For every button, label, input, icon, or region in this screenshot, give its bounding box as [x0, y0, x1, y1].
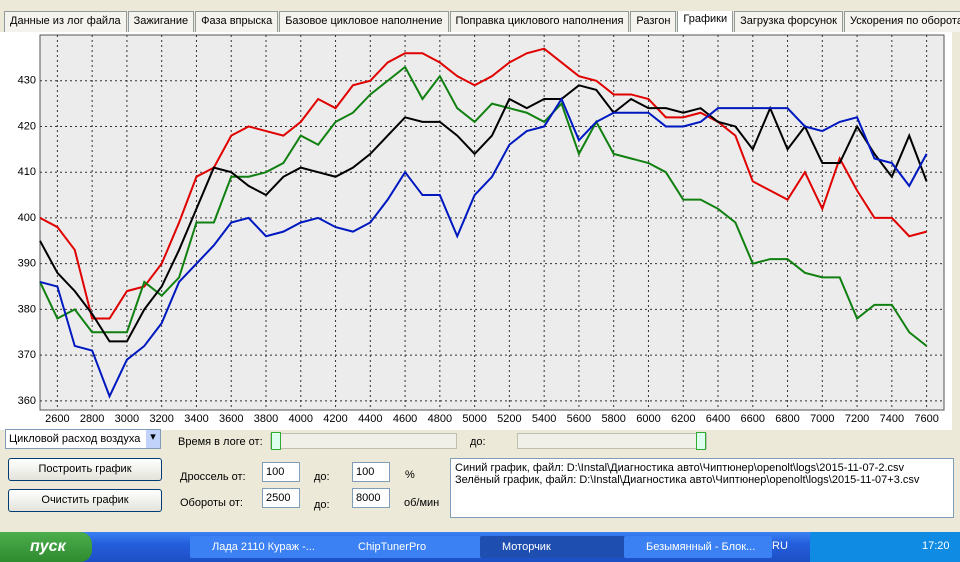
- time-to-label: до:: [470, 436, 486, 448]
- series-line: [39, 47, 927, 320]
- x-tick-label: 4800: [428, 413, 452, 425]
- x-tick-label: 4000: [289, 413, 313, 425]
- tab[interactable]: Загрузка форсунок: [734, 11, 843, 32]
- x-tick-label: 6400: [706, 413, 730, 425]
- tab[interactable]: Данные из лог файла: [4, 11, 127, 32]
- task-button[interactable]: Безымянный - Блок...: [624, 536, 772, 558]
- series-line: [39, 65, 928, 347]
- throttle-to-input[interactable]: 100: [352, 462, 390, 482]
- x-tick-label: 4400: [358, 413, 382, 425]
- clear-button[interactable]: Очистить график: [8, 489, 162, 512]
- y-tick-label: 430: [18, 75, 36, 87]
- rpm-to-label: до:: [314, 499, 330, 511]
- build-button[interactable]: Построить график: [8, 458, 162, 481]
- tab[interactable]: Разгон: [630, 11, 677, 32]
- slider-from[interactable]: [270, 432, 457, 450]
- rpm-to-input[interactable]: 8000: [352, 488, 390, 508]
- tray: 17:20: [810, 532, 960, 562]
- x-tick-label: 5200: [497, 413, 521, 425]
- start-button[interactable]: пуск: [0, 532, 92, 562]
- x-tick-label: 5800: [601, 413, 625, 425]
- rpm-unit: об/мин: [404, 497, 440, 509]
- x-tick-label: 2800: [80, 413, 104, 425]
- dropdown-arrow: ▾: [146, 430, 160, 448]
- throttle-from-input[interactable]: 100: [262, 462, 300, 482]
- y-tick-label: 360: [18, 395, 36, 407]
- x-tick-label: 7200: [845, 413, 869, 425]
- task-button[interactable]: Лада 2110 Кураж -...: [190, 536, 338, 558]
- series-line: [39, 84, 928, 343]
- x-tick-label: 3200: [149, 413, 173, 425]
- slider-thumb[interactable]: [696, 432, 706, 450]
- parameter-select[interactable]: Цикловой расход воздуха ▾: [5, 429, 161, 449]
- x-tick-label: 3000: [115, 413, 139, 425]
- tab[interactable]: Ускорения по оборотам: [843, 11, 960, 32]
- x-tick-label: 2600: [45, 413, 69, 425]
- plot-area: [39, 34, 945, 411]
- x-tick-label: 3800: [254, 413, 278, 425]
- y-tick-label: 400: [18, 212, 36, 224]
- tab[interactable]: Базовое цикловое наполнение: [279, 11, 449, 32]
- x-tick-label: 6800: [775, 413, 799, 425]
- tab[interactable]: Зажигание: [127, 11, 195, 32]
- x-tick-label: 6600: [741, 413, 765, 425]
- x-tick-label: 7000: [810, 413, 834, 425]
- x-tick-label: 7400: [880, 413, 904, 425]
- x-tick-label: 5400: [532, 413, 556, 425]
- series-line: [39, 96, 928, 399]
- x-tick-label: 6200: [671, 413, 695, 425]
- task-button[interactable]: ChipTunerPro: [336, 536, 484, 558]
- taskbar: пуск Лада 2110 Кураж -... ChipTunerPro М…: [0, 532, 960, 562]
- rpm-from-input[interactable]: 2500: [262, 488, 300, 508]
- throttle-unit: %: [405, 469, 415, 481]
- tab-bar: Данные из лог файла Зажигание Фаза впрыска…: [4, 11, 960, 32]
- x-tick-label: 4200: [323, 413, 347, 425]
- y-tick-label: 420: [18, 120, 36, 132]
- x-tick-label: 3400: [184, 413, 208, 425]
- x-tick-label: 6000: [636, 413, 660, 425]
- select-text: Цикловой расход воздуха: [9, 433, 141, 445]
- slider-thumb[interactable]: [271, 432, 281, 450]
- y-tick-label: 370: [18, 349, 36, 361]
- time-from-label: Время в логе от:: [178, 436, 263, 448]
- slider-to[interactable]: [517, 432, 707, 450]
- chart: 360 370 380 390 400 410 420 430 2600 2800 3000 3200…: [0, 32, 952, 430]
- y-tick-label: 380: [18, 303, 36, 315]
- language[interactable]: RU: [772, 540, 788, 552]
- x-tick-label: 7600: [914, 413, 938, 425]
- clock: 17:20: [922, 540, 950, 552]
- rpm-label: Обороты от:: [180, 497, 243, 509]
- y-tick-label: 410: [18, 166, 36, 178]
- tab[interactable]: Фаза впрыска: [195, 11, 279, 32]
- throttle-label: Дроссель от:: [180, 471, 246, 483]
- y-tick-label: 390: [18, 258, 36, 270]
- info-line: Зелёный график, файл: D:\Instal\Диагност…: [455, 474, 920, 486]
- throttle-to-label: до:: [314, 471, 330, 483]
- x-tick-label: 3600: [219, 413, 243, 425]
- task-button[interactable]: Моторчик: [480, 536, 628, 558]
- x-tick-label: 5000: [462, 413, 486, 425]
- x-tick-label: 4600: [393, 413, 417, 425]
- tab[interactable]: Поправка циклового наполнения: [449, 11, 630, 32]
- info-box: Синий график, файл: D:\Instal\Диагностик…: [450, 458, 954, 518]
- tab[interactable]: Графики: [677, 11, 734, 32]
- info-line: Синий график, файл: D:\Instal\Диагностик…: [455, 462, 905, 474]
- x-tick-label: 5600: [567, 413, 591, 425]
